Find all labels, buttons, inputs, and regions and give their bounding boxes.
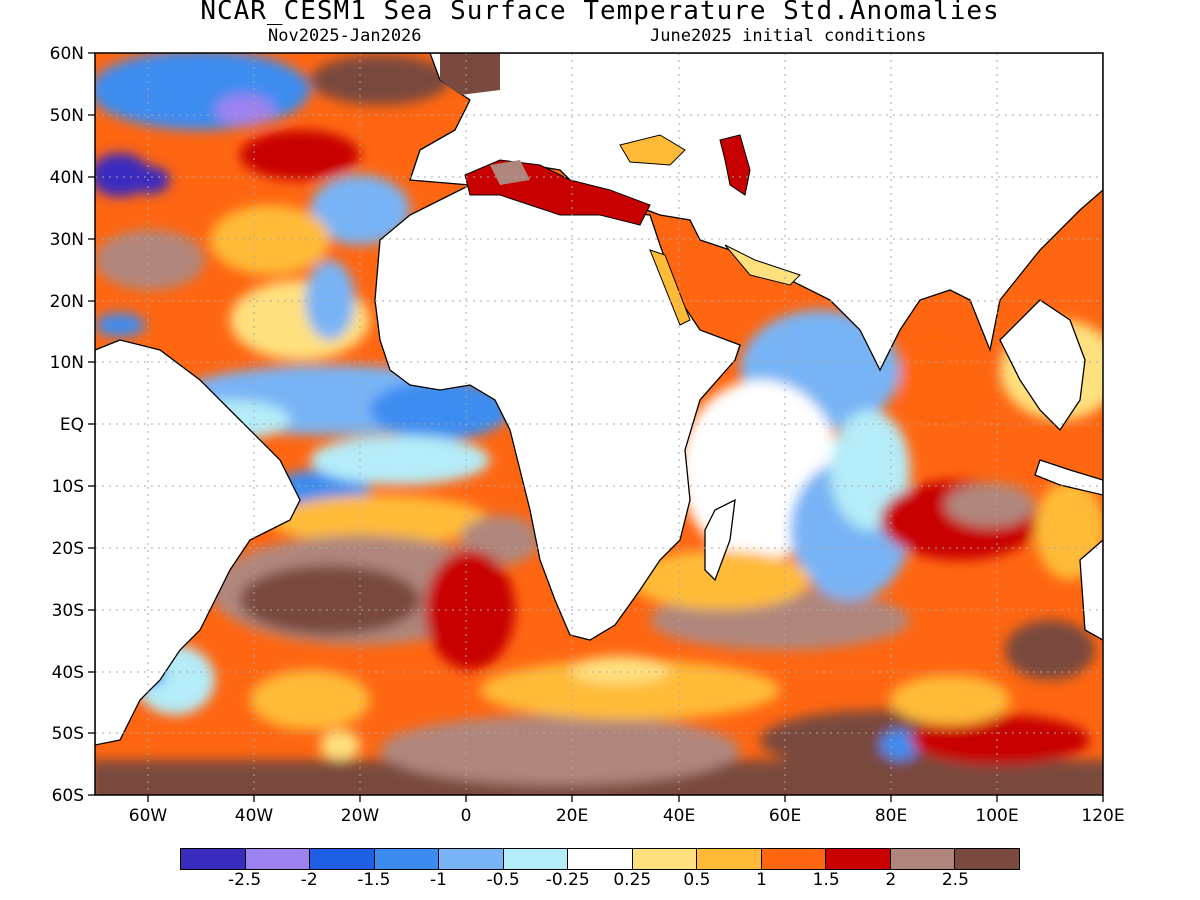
legend-swatch (890, 849, 956, 869)
anomaly-patch (570, 656, 670, 684)
madagascar-land (704, 498, 736, 582)
anomaly-patch (130, 166, 170, 194)
anomaly-patch (240, 130, 360, 180)
legend-swatch (310, 849, 375, 869)
chart-title: NCAR_CESM1 Sea Surface Temperature Std.A… (200, 0, 1000, 26)
legend-swatch (697, 849, 762, 869)
legend-label: -0.25 (545, 870, 590, 890)
australia-land (1079, 539, 1103, 641)
lat-label: 10S (51, 477, 84, 497)
persian-gulf (724, 244, 801, 286)
lon-label: 20E (555, 806, 589, 826)
initial-conditions: June2025 initial conditions (650, 26, 927, 46)
lon-label: 20W (340, 806, 380, 826)
legend-label: -2.5 (228, 870, 262, 890)
anomaly-patch (890, 675, 1010, 725)
anomaly-patch (95, 313, 145, 337)
legend-swatch (439, 849, 504, 869)
anomaly-patch (270, 495, 490, 545)
anomaly-patch (310, 435, 490, 485)
anomaly-patch (240, 565, 420, 635)
lon-label: 80E (874, 806, 908, 826)
gridlines (95, 53, 1103, 795)
anomaly-patch (95, 53, 310, 130)
anomaly-patch (480, 660, 780, 720)
lon-label: 60W (128, 806, 168, 826)
legend-label: -0.5 (486, 870, 520, 890)
lat-label: 60N (49, 44, 84, 64)
legend-swatch (632, 849, 698, 869)
anomaly-patch (215, 94, 275, 126)
anomaly-patch (370, 380, 510, 440)
anomaly-patch (880, 730, 920, 760)
legend-swatch (826, 849, 891, 869)
lat-label: 20S (51, 539, 84, 559)
anomaly-patch (310, 175, 410, 245)
legend-label: 2.5 (941, 870, 969, 890)
legend-label: 2 (885, 870, 897, 890)
lat-label: 40S (51, 663, 84, 683)
lat-label: 40N (49, 168, 84, 188)
lat-label: EQ (59, 415, 84, 435)
anomaly-patch (95, 230, 205, 290)
black-sea (619, 134, 686, 166)
legend-label: 0.25 (613, 870, 652, 890)
anomaly-patch (945, 483, 1035, 527)
lon-label: 40W (234, 806, 274, 826)
anomaly-patch (380, 715, 740, 785)
anomaly-patch (1005, 620, 1095, 680)
south-america-land (95, 339, 301, 746)
indochina-land (999, 299, 1086, 432)
lat-label: 30N (49, 230, 84, 250)
lat-label: 50N (49, 106, 84, 126)
axis-ticks (88, 52, 1104, 802)
anomaly-patch (690, 405, 770, 475)
anomaly-patch (830, 410, 910, 530)
anomaly-patch (305, 260, 355, 340)
legend-label: -1 (429, 870, 447, 890)
lon-label: 120E (1081, 806, 1125, 826)
legend-label: 1.5 (812, 870, 840, 890)
lat-label: 10N (49, 353, 84, 373)
lon-label: 40E (662, 806, 696, 826)
legend-label: 1 (756, 870, 767, 890)
legend-swatch (245, 849, 311, 869)
anomaly-patch (320, 730, 360, 760)
legend-label: -1.5 (357, 870, 391, 890)
north-sea (440, 53, 500, 95)
indonesia-land (1034, 459, 1103, 496)
mediterranean-sea (464, 159, 651, 226)
legend-label: 0.5 (683, 870, 711, 890)
legend-swatch (503, 849, 569, 869)
lat-label: 20N (49, 292, 84, 312)
lon-label: 60E (768, 806, 802, 826)
anomaly-patch (310, 55, 450, 105)
legend-swatch (181, 849, 246, 869)
lat-label: 30S (51, 601, 84, 621)
anomaly-patch (210, 205, 330, 275)
anomaly-patch (425, 550, 515, 670)
lat-label: 50S (51, 724, 84, 744)
anomaly-patch (250, 670, 370, 730)
legend-label: -2 (300, 870, 318, 890)
color-legend (180, 848, 1020, 870)
forecast-period: Nov2025-Jan2026 (268, 26, 422, 46)
anomaly-patch (900, 340, 980, 420)
caspian-sea (719, 134, 751, 196)
red-sea (649, 249, 691, 326)
anomaly-patch (630, 550, 810, 610)
lon-label: 0 (460, 806, 472, 826)
legend-swatch (568, 849, 633, 869)
legend-swatch (955, 849, 1019, 869)
legend-swatch (374, 849, 440, 869)
anomaly-patch (910, 715, 1090, 765)
lat-label: 60S (51, 786, 84, 806)
lon-label: 100E (975, 806, 1019, 826)
legend-swatch (761, 849, 827, 869)
